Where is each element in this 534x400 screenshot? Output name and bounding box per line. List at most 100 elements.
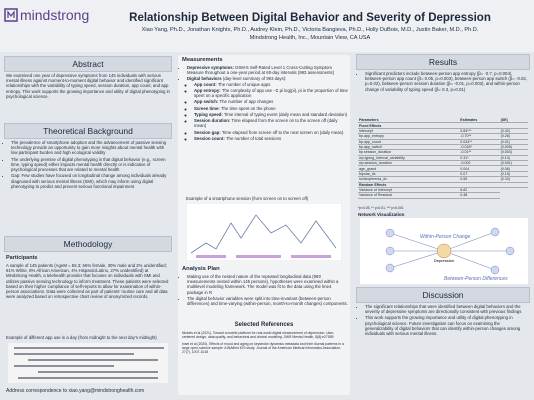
bullet: App count: The number of unique apps [194,82,348,87]
measurement-list: Depressive symptoms: DSM-5 Self-Rated Le… [180,65,348,142]
address: Address correspondence to xiao.yang@mind… [6,388,145,394]
network-group-label: Within-Person Change [420,234,470,240]
text: The number of app changes [219,99,274,105]
text: Time elapsed from screen off to the next… [221,129,344,135]
bullet-list: Making use of the nested nature of the r… [180,274,348,307]
bullet: Gap: Few studies have focused on longitu… [11,173,170,189]
table-row: bp.app_count 0.043** (0.01) [358,139,528,145]
network-node-label: Depression [434,258,454,263]
bullet: The digital behavior variables were spli… [187,296,348,306]
table-cell: (0.001) [499,160,528,167]
bullet: App entropy: The complexity of app use −… [194,88,348,98]
table-cell: Fixed Effects [358,122,528,129]
bullet: Depressive symptoms: DSM-5 Self-Rated Le… [187,65,348,75]
label: Screen time: [194,105,220,111]
reference: Insel et al (2020). Effects of mood and … [182,341,344,355]
table-cell: 0.07 [459,171,500,178]
text: (day-level summary of 993 days): [222,76,287,82]
section-heading: Methodology [4,236,172,252]
table-cell: Variance of Residual [358,192,460,199]
authors: Xiao Yang, Ph.D., Jonathan Knights, Ph.D… [141,27,479,33]
text: The time spent on the phone [220,105,276,111]
table-row: Intercept 0.84*** (0.42) [358,128,528,135]
table-cell: (0.009) [499,144,528,151]
title: Relationship Between Digital Behavior an… [129,12,491,24]
table-cell: -0.018* [459,144,500,151]
table-cell: (0.33) [499,176,528,183]
table-cell: schizophrenia_dx [358,176,460,183]
bullet: This work supports the growing importanc… [365,315,528,336]
network-title: Network Visualization [358,212,405,217]
logo: mindstrong [20,7,90,23]
label: Session duration: [194,118,231,124]
label: Session gap: [194,129,221,135]
table-row: Variance of Intercept 6.82 [358,187,528,194]
session-figure [186,203,342,261]
results-table-wrap: Parameters Estimates (SE) Fixed Effects Inte… [358,118,528,199]
table-cell: Variance of Intercept [358,187,460,194]
text: The number of total sessions [225,135,282,141]
label: App count: [194,81,217,87]
table-cell: bp.app_switch [358,144,460,151]
table-row: bp.session_duration -0.01** (0.003) [358,149,528,156]
table-cell: (0.06) [499,165,528,172]
text: DSM-5 Self-Rated Level 1 Cross-Cutting S… [187,65,335,76]
bullet: Typing speed: Time interval of typing ev… [194,112,348,117]
table-row: wp.session_duration -0.002 (0.001) [358,160,528,167]
figure-caption: Example of different app use in a day (f… [6,335,157,340]
table-cell: (0.15) [499,171,528,178]
table-cell: age_grand [358,165,460,172]
bullet-list: Significant predictors include between-p… [358,71,528,93]
text: The number of unique apps [217,81,271,87]
table-cell: -0.70** [459,133,500,140]
label: App switch: [194,99,219,105]
affiliation: Mindstrong Health, Inc., Mountain View, … [249,35,371,41]
network-group-label: Between-Person Differences [444,276,508,282]
bullet-list: The significant relationships that were … [358,304,528,337]
table-cell: bp.session_duration [358,149,460,156]
table-header-row: Parameters Estimates (SE) [358,118,528,124]
text: Time elapsed from the screen on to the s… [194,118,338,129]
table-cell: 0.31* [459,155,500,162]
table-cell: 0.043** [459,139,500,145]
table-row: schizophrenia_dx 0.55 (0.33) [358,176,528,183]
table-cell: bipolar_dx [358,171,460,178]
table-cell: (0.003) [499,149,528,156]
reference: Nickels et al (2021). Toward a mobile pl… [182,331,335,340]
label: Depressive symptoms: [187,65,235,70]
label: App entropy: [194,87,221,93]
table-header: Parameters [358,118,460,124]
sub-list: App count: The number of unique appsApp … [187,82,348,141]
subheading: Participants [6,255,38,261]
participants-text: A sample of 145 patients (AgeM = 55.3; 6… [6,263,169,300]
table-row: Fixed Effects [358,122,528,129]
bullet: Significant predictors include between-p… [365,71,528,92]
table-row: bipolar_dx 0.07 (0.15) [358,171,528,178]
app-use-figure [8,343,168,383]
table-cell: bp.app_entropy [358,133,460,140]
table-header: (SE) [499,118,528,124]
references: Nickels et al (2021). Toward a mobile pl… [182,331,346,356]
table-cell: Intercept [358,128,460,135]
table-cell: 0.48 [459,192,500,199]
bullet: Screen time: The time spent on the phone [194,106,348,111]
section-heading: Discussion [356,287,530,303]
bullet-list: The prevalence of smartphone adoption an… [4,140,170,190]
bullet: Digital behaviors (day-level summary of … [187,76,348,141]
section-heading: Measurements [182,57,223,63]
label: Typing speed: [194,111,223,117]
results-table: Parameters Estimates (SE) Fixed Effects Inte… [358,118,528,199]
table-cell: Random Effects [358,182,528,188]
label: Digital behaviors [187,76,222,82]
table-header: Estimates [459,118,500,124]
table-row: bp.app_entropy -0.70** (0.26) [358,133,528,140]
table-cell: 6.82 [459,187,500,194]
table-cell: (0.01) [499,139,528,145]
bullet: Making use of the nested nature of the r… [187,274,348,295]
section-heading: Theoretical Background [4,123,172,139]
bullet: App switch: The number of app changes [194,99,348,104]
text: The complexity of app use −Σ pi log(pi),… [194,87,348,99]
text: Time interval of typing event (daily mea… [223,111,348,117]
